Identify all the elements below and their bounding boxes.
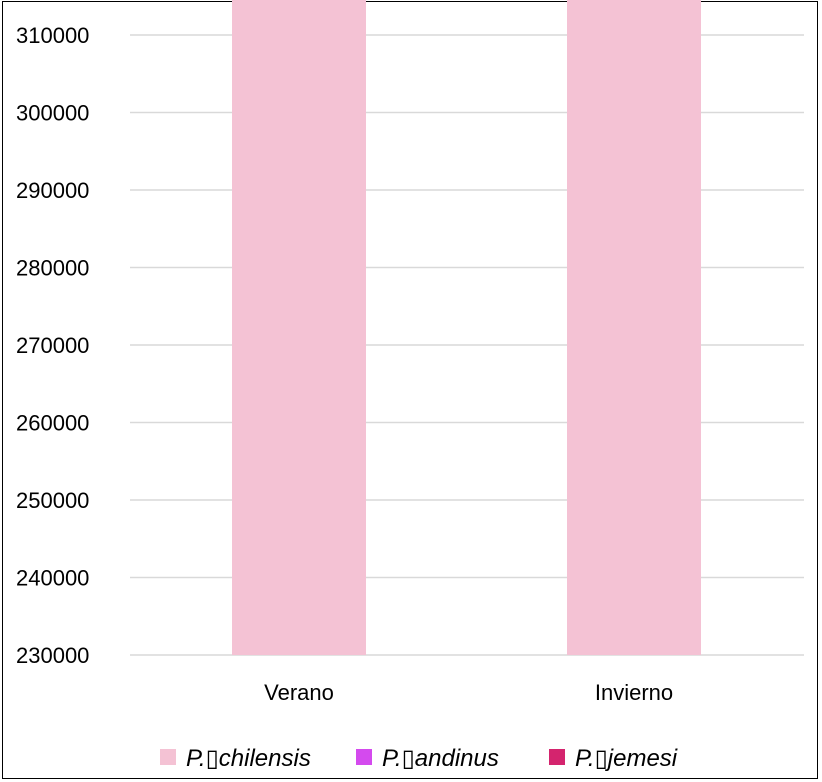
y-tick-label: 250000	[16, 488, 89, 513]
legend-swatch	[160, 749, 176, 765]
legend-label: P.▯jemesi	[575, 745, 678, 772]
y-tick-label: 230000	[16, 643, 89, 668]
x-category-label: Verano	[264, 680, 334, 705]
y-tick-label: 260000	[16, 411, 89, 436]
bar-segment	[232, 0, 366, 655]
bar-segment	[567, 0, 701, 655]
y-axis-ticks: 310000 300000 290000 280000 270000 260000 2500…	[16, 23, 89, 668]
legend-label: P.▯chilensis	[186, 745, 311, 772]
x-category-label: Invierno	[595, 680, 673, 705]
bars	[232, 0, 701, 655]
legend: P.▯chilensis P.▯andinus P.▯jemesi	[160, 745, 678, 772]
y-tick-label: 280000	[16, 256, 89, 281]
y-tick-label: 270000	[16, 333, 89, 358]
y-tick-label: 240000	[16, 566, 89, 591]
y-tick-label: 310000	[16, 23, 89, 48]
legend-swatch	[356, 749, 372, 765]
y-tick-label: 290000	[16, 178, 89, 203]
y-tick-label: 300000	[16, 101, 89, 126]
gridlines	[130, 34, 804, 656]
legend-label: P.▯andinus	[382, 745, 499, 772]
x-axis-categories: Verano Invierno	[264, 680, 673, 705]
legend-swatch	[549, 749, 565, 765]
